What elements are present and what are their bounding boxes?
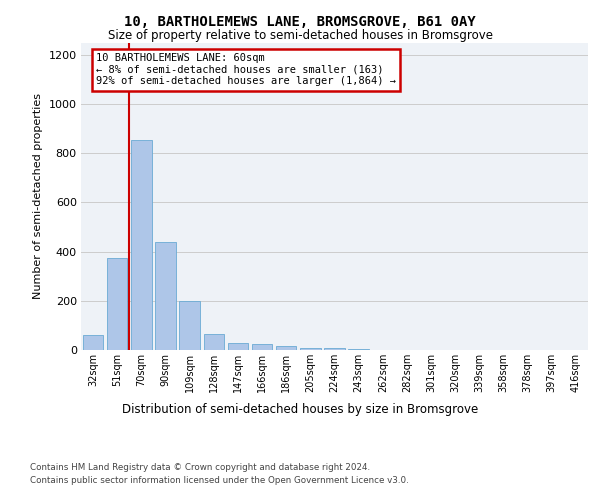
Bar bbox=[155, 242, 176, 350]
Bar bbox=[107, 258, 127, 350]
Text: 10 BARTHOLEMEWS LANE: 60sqm
← 8% of semi-detached houses are smaller (163)
92% o: 10 BARTHOLEMEWS LANE: 60sqm ← 8% of semi… bbox=[96, 54, 396, 86]
Text: Contains HM Land Registry data © Crown copyright and database right 2024.: Contains HM Land Registry data © Crown c… bbox=[30, 462, 370, 471]
Text: 10, BARTHOLEMEWS LANE, BROMSGROVE, B61 0AY: 10, BARTHOLEMEWS LANE, BROMSGROVE, B61 0… bbox=[124, 15, 476, 29]
Bar bbox=[252, 344, 272, 350]
Text: Contains public sector information licensed under the Open Government Licence v3: Contains public sector information licen… bbox=[30, 476, 409, 485]
Bar bbox=[179, 301, 200, 350]
Bar bbox=[349, 349, 369, 350]
Bar bbox=[324, 348, 345, 350]
Bar bbox=[276, 346, 296, 350]
Text: Distribution of semi-detached houses by size in Bromsgrove: Distribution of semi-detached houses by … bbox=[122, 402, 478, 415]
Bar bbox=[227, 342, 248, 350]
Bar bbox=[131, 140, 152, 350]
Bar bbox=[83, 335, 103, 350]
Bar bbox=[203, 334, 224, 350]
Y-axis label: Number of semi-detached properties: Number of semi-detached properties bbox=[33, 93, 43, 299]
Bar bbox=[300, 348, 320, 350]
Text: Size of property relative to semi-detached houses in Bromsgrove: Size of property relative to semi-detach… bbox=[107, 29, 493, 42]
